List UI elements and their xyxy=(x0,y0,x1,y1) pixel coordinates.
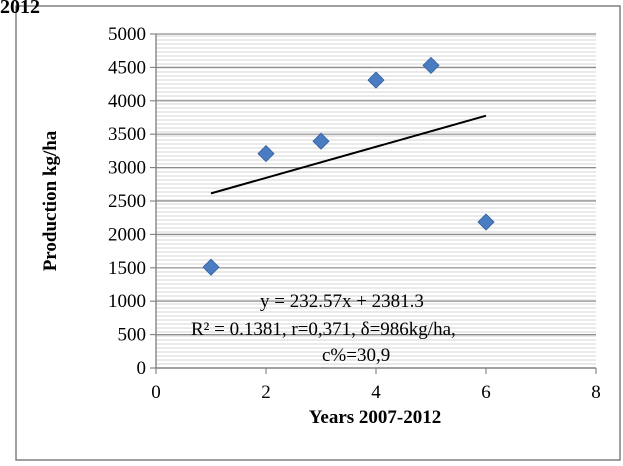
x-tick-label: 6 xyxy=(481,382,491,403)
data-point-diamond xyxy=(312,132,330,150)
data-point-diamond xyxy=(202,258,220,276)
y-tick-label: 4500 xyxy=(108,57,146,78)
points-layer xyxy=(202,56,495,276)
axes xyxy=(150,33,597,374)
y-tick-label: 4000 xyxy=(108,91,146,112)
equation-label: y = 232.57x + 2381.3 xyxy=(260,291,424,312)
x-tick-label: 0 xyxy=(151,382,161,403)
y-tick-label: 2000 xyxy=(108,224,146,245)
data-point-diamond xyxy=(257,145,275,163)
y-tick-label: 3000 xyxy=(108,158,146,179)
trendline xyxy=(210,114,487,195)
data-point-diamond xyxy=(367,71,385,89)
data-point-diamond xyxy=(422,56,440,74)
top-cut-label: 2012 xyxy=(0,0,40,18)
major-grid xyxy=(156,33,596,369)
y-tick-label: 5000 xyxy=(108,24,146,45)
y-axis-title: Production kg/ha xyxy=(40,130,61,271)
x-axis-title: Years 2007-2012 xyxy=(309,407,441,428)
trendline-layer xyxy=(210,114,487,195)
y-tick-label: 2500 xyxy=(108,191,146,212)
tick-labels: 0 500 1000 1500 2000 2500 3000 3500 4000 4500 5000… xyxy=(108,24,601,403)
data-point-diamond xyxy=(477,213,495,231)
y-tick-label: 1000 xyxy=(108,291,146,312)
x-tick-label: 2 xyxy=(261,382,271,403)
dense-background-grid xyxy=(156,35,596,365)
y-tick-label: 1500 xyxy=(108,258,146,279)
y-tick-label: 3500 xyxy=(108,124,146,145)
cv-label: c%=30,9 xyxy=(322,345,390,366)
y-tick-label: 0 xyxy=(137,358,147,379)
x-tick-label: 8 xyxy=(591,382,601,403)
stats-label: R² = 0.1381, r=0,371, δ=986kg/ha, xyxy=(191,319,456,340)
x-tick-label: 4 xyxy=(371,382,381,403)
y-tick-label: 500 xyxy=(118,325,147,346)
